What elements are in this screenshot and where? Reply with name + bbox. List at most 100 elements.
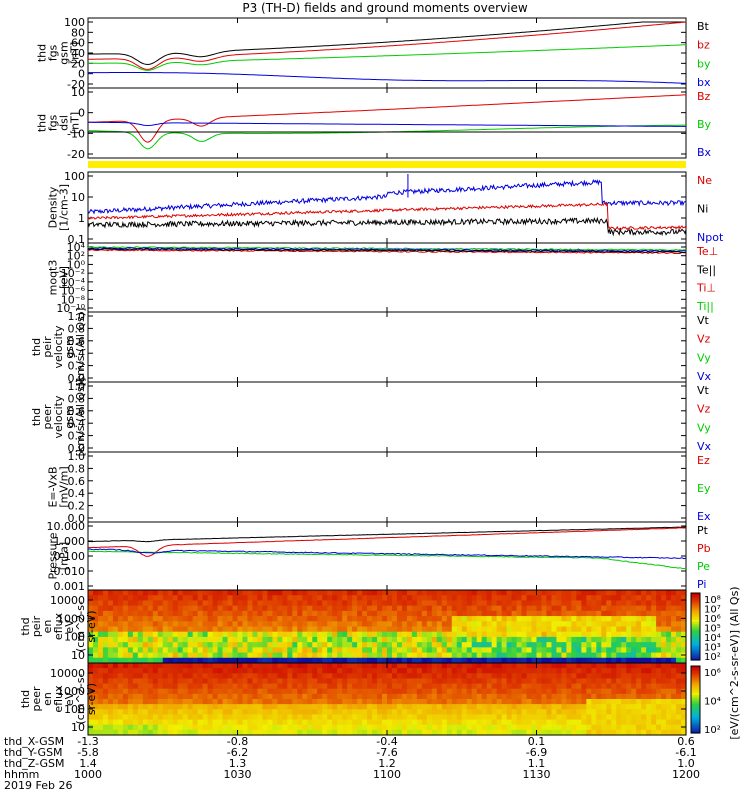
spectrogram-cell — [197, 595, 204, 602]
x-tick-value: 1130 — [523, 768, 551, 781]
spectrogram-cell — [681, 590, 687, 596]
spectrogram-cell — [117, 600, 124, 607]
spectrogram-cell — [546, 724, 553, 731]
spectrogram-cell — [591, 729, 597, 736]
spectrogram-cell — [232, 724, 239, 731]
y-axis-label: velocity — [52, 395, 65, 438]
spectrogram-cell — [197, 699, 204, 705]
spectrogram-cell — [391, 724, 398, 731]
spectrogram-cell — [157, 636, 164, 643]
x-row-label: hhmm — [4, 768, 39, 781]
spectrogram-cell — [222, 647, 229, 654]
series-pt — [88, 526, 687, 543]
spectrogram-cell — [441, 616, 448, 622]
spectrogram-cell — [471, 652, 478, 659]
spectrogram-cell — [401, 636, 408, 643]
spectrogram-cell — [576, 678, 582, 685]
spectrogram-cell — [456, 724, 463, 731]
spectrogram-cell — [521, 714, 528, 721]
spectrogram-cell — [676, 636, 682, 643]
spectrogram-cell — [237, 605, 244, 612]
spectrogram-cell — [396, 657, 403, 664]
spectrogram-cell — [421, 600, 428, 607]
spectrogram-cell — [242, 688, 249, 695]
spectrogram-cell — [431, 729, 438, 736]
spectrogram-cell — [671, 595, 677, 602]
spectrogram-cell — [641, 683, 647, 690]
spectrogram-cell — [581, 636, 587, 643]
spectrogram-cell — [327, 724, 333, 731]
legend-entry: Vx — [697, 440, 712, 453]
spectrogram-cell — [466, 595, 473, 602]
spectrogram-cell — [277, 605, 283, 612]
spectrogram-cell — [127, 663, 134, 669]
spectrogram-cell — [267, 678, 273, 685]
spectrogram-cell — [352, 621, 358, 628]
spectrogram-cell — [631, 642, 637, 648]
spectrogram-cell — [197, 688, 204, 695]
spectrogram-cell — [561, 600, 567, 607]
spectrogram-cell — [641, 693, 647, 700]
spectrogram-cell — [576, 709, 582, 716]
y-tick-label: 0.001 — [54, 580, 86, 593]
spectrogram-cell — [641, 647, 647, 654]
spectrogram-cell — [332, 704, 338, 710]
spectrogram-cell — [382, 631, 388, 638]
spectrogram-cell — [107, 688, 114, 695]
spectrogram-cell — [436, 595, 443, 602]
spectrogram-cell — [546, 642, 553, 648]
spectrogram-cell — [451, 683, 458, 690]
spectrogram-cell — [581, 719, 587, 726]
spectrogram-cell — [142, 600, 149, 607]
spectrogram-cell — [247, 683, 254, 690]
spectrogram-cell — [401, 683, 408, 690]
spectrogram-cell — [671, 724, 677, 731]
spectrogram-cell — [641, 616, 647, 622]
spectrogram-cell — [396, 704, 403, 710]
spectrogram-cell — [561, 647, 567, 654]
spectrogram-cell — [152, 683, 159, 690]
spectrogram-cell — [122, 652, 129, 659]
spectrogram-cell — [367, 652, 373, 659]
spectrogram-cell — [451, 652, 458, 659]
spectrogram-cell — [212, 590, 219, 596]
spectrogram-cell — [506, 631, 513, 638]
spectrogram-cell — [212, 616, 219, 622]
spectrogram-cell — [147, 652, 154, 659]
spectrogram-cell — [297, 595, 303, 602]
spectrogram-cell — [506, 683, 513, 690]
spectrogram-cell — [267, 595, 273, 602]
spectrogram-cell — [227, 709, 234, 716]
spectrogram-cell — [596, 647, 602, 654]
spectrogram-cell — [456, 642, 463, 648]
spectrogram-cell — [172, 590, 179, 596]
spectrogram-cell — [541, 729, 548, 736]
spectrogram-cell — [591, 699, 597, 705]
spectrogram-cell — [387, 590, 393, 596]
spectrogram-cell — [317, 605, 323, 612]
spectrogram-cell — [377, 605, 383, 612]
spectrogram-cell — [387, 719, 393, 726]
y-tick-label: 60 — [71, 37, 85, 50]
spectrogram-cell — [576, 605, 582, 612]
spectrogram-cell — [187, 704, 194, 710]
spectrogram-cell — [676, 663, 682, 669]
spectrogram-cell — [476, 699, 483, 705]
spectrogram-cell — [656, 729, 662, 736]
spectrogram-cell — [681, 729, 687, 736]
spectrogram-cell — [317, 631, 323, 638]
spectrogram-cell — [411, 668, 418, 674]
spectrogram-cell — [267, 631, 273, 638]
spectrogram-cell — [516, 673, 523, 680]
spectrogram-cell — [441, 693, 448, 700]
spectrogram-cell — [676, 657, 682, 664]
spectrogram-cell — [232, 699, 239, 705]
spectrogram-cell — [526, 595, 533, 602]
spectrogram-cell — [262, 678, 268, 685]
spectrogram-cell — [182, 719, 189, 726]
y-axis-label: [nPa] — [58, 542, 71, 570]
spectrogram-cell — [651, 621, 657, 628]
spectrogram-cell — [257, 600, 264, 607]
spectrogram-cell — [536, 595, 543, 602]
